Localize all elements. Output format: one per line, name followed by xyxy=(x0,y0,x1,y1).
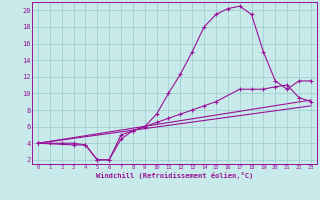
X-axis label: Windchill (Refroidissement éolien,°C): Windchill (Refroidissement éolien,°C) xyxy=(96,172,253,179)
